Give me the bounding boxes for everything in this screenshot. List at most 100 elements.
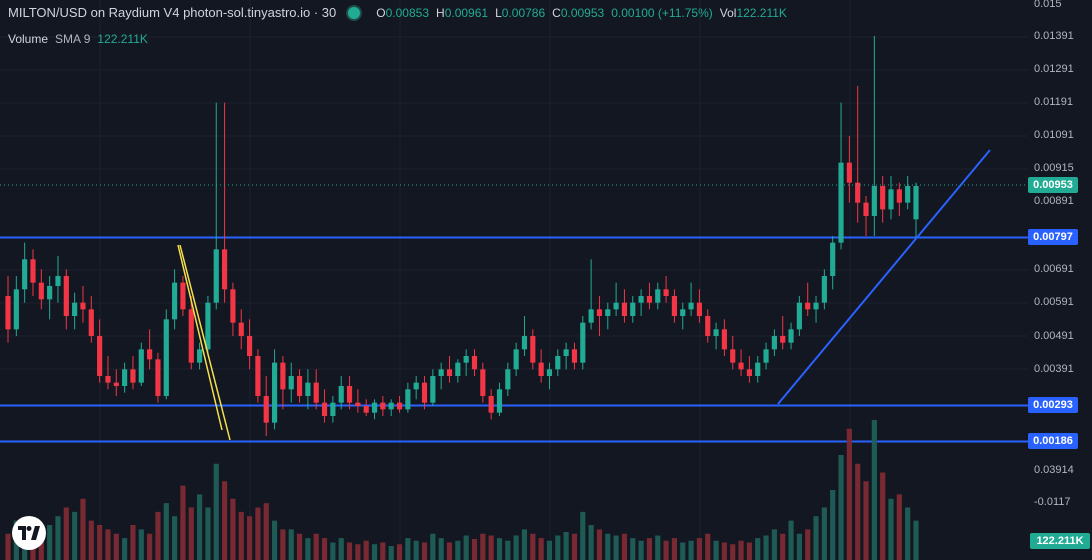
current-price-tag: 0.00953 bbox=[1028, 177, 1078, 193]
candle bbox=[696, 289, 702, 323]
price-axis-label: 0.00591 bbox=[1034, 296, 1074, 308]
candle bbox=[763, 342, 769, 370]
candle-body bbox=[771, 336, 777, 350]
volume-bar bbox=[855, 463, 861, 560]
candle-body bbox=[563, 349, 569, 356]
volume-bar bbox=[163, 503, 169, 560]
tradingview-logo-icon[interactable] bbox=[12, 516, 46, 550]
candle bbox=[755, 356, 761, 383]
volume-bar bbox=[80, 498, 86, 560]
ohlc-value: 0.00853 bbox=[385, 5, 430, 20]
candle bbox=[255, 349, 261, 403]
candle bbox=[330, 396, 336, 423]
candle bbox=[796, 296, 802, 336]
candle bbox=[671, 289, 678, 323]
candle bbox=[630, 296, 636, 323]
volume-bar bbox=[646, 538, 653, 560]
volume-bar bbox=[846, 428, 852, 560]
volume-bar bbox=[905, 507, 911, 560]
price-axis-label: 0.00891 bbox=[1034, 195, 1074, 207]
volume-bar bbox=[205, 507, 211, 560]
candle-body bbox=[796, 302, 802, 330]
candle bbox=[130, 356, 136, 390]
volume-bar bbox=[513, 535, 519, 560]
ohlc-key: H bbox=[436, 5, 445, 20]
volume-bar bbox=[780, 533, 786, 560]
volume-bar bbox=[180, 485, 186, 560]
candle bbox=[805, 282, 811, 316]
ohlc-value: 0.00953 bbox=[560, 5, 605, 20]
volume-bar bbox=[663, 540, 669, 560]
volume-bar bbox=[638, 540, 644, 560]
volume-bar bbox=[313, 533, 319, 560]
candle-body bbox=[896, 189, 902, 203]
ohlc-item: O0.00853 bbox=[376, 6, 429, 20]
candle-body bbox=[330, 402, 336, 416]
volume-bars bbox=[5, 420, 919, 560]
candle-body bbox=[80, 302, 86, 310]
candle bbox=[913, 182, 919, 240]
volume-bar bbox=[605, 533, 611, 560]
candles bbox=[5, 36, 919, 436]
volume-bar bbox=[588, 525, 594, 560]
volume-bar bbox=[580, 511, 586, 560]
candle-body bbox=[22, 259, 28, 290]
volume-bar bbox=[788, 520, 794, 560]
candle-body bbox=[605, 309, 611, 316]
volume-bar bbox=[122, 538, 128, 560]
volume-bar bbox=[471, 539, 478, 560]
candle bbox=[280, 356, 286, 410]
volume-bar bbox=[755, 538, 761, 560]
candle bbox=[880, 176, 886, 223]
volume-bar bbox=[155, 511, 161, 560]
candle-body bbox=[97, 336, 103, 376]
volume-legend[interactable]: Volume SMA 9 122.211K bbox=[8, 32, 148, 46]
candle-body bbox=[138, 349, 144, 383]
candle bbox=[72, 292, 78, 330]
candle-body bbox=[880, 186, 886, 210]
candle-body bbox=[680, 309, 686, 316]
candle-body bbox=[5, 296, 11, 330]
volume-bar bbox=[880, 472, 886, 560]
candle-body bbox=[380, 402, 386, 410]
candle-body bbox=[613, 302, 619, 310]
volume-bar bbox=[147, 533, 153, 560]
candle bbox=[188, 296, 194, 370]
ohlc-value: 0.00100 (+11.75%) bbox=[611, 5, 713, 20]
candle bbox=[405, 382, 411, 413]
symbol-title[interactable]: MILTON/USD on Raydium V4 photon-sol.tiny… bbox=[8, 5, 337, 20]
candle-body bbox=[213, 249, 219, 303]
ohlc-item: 0.00100 (+11.75%) bbox=[611, 6, 713, 20]
volume-bar bbox=[821, 507, 827, 560]
volume-bar bbox=[105, 529, 111, 560]
candle bbox=[180, 276, 186, 316]
candle-body bbox=[688, 302, 694, 310]
candle bbox=[655, 282, 661, 310]
candle bbox=[413, 376, 419, 400]
candle bbox=[821, 269, 827, 310]
price-axis-label: 0.01091 bbox=[1034, 129, 1074, 141]
volume-bar bbox=[388, 546, 394, 560]
candle bbox=[855, 86, 861, 223]
candle bbox=[663, 276, 669, 303]
candle bbox=[530, 329, 536, 370]
candle bbox=[430, 369, 436, 406]
candle bbox=[738, 349, 744, 376]
candle-body bbox=[888, 189, 894, 210]
candle bbox=[97, 319, 103, 383]
volume-bar bbox=[813, 516, 819, 560]
candle-body bbox=[588, 309, 594, 323]
candle-body bbox=[313, 382, 319, 403]
candle bbox=[546, 362, 553, 390]
volume-axis-label: 0.03914 bbox=[1034, 464, 1074, 476]
candle-body bbox=[821, 276, 827, 303]
candle-body bbox=[172, 282, 178, 320]
ohlc-value: 122.211K bbox=[736, 5, 787, 20]
candle bbox=[705, 309, 711, 343]
candle-body bbox=[913, 186, 919, 220]
candle bbox=[563, 342, 569, 370]
volume-bar bbox=[463, 535, 469, 560]
volume-bar bbox=[596, 529, 603, 560]
volume-bar bbox=[330, 542, 336, 560]
